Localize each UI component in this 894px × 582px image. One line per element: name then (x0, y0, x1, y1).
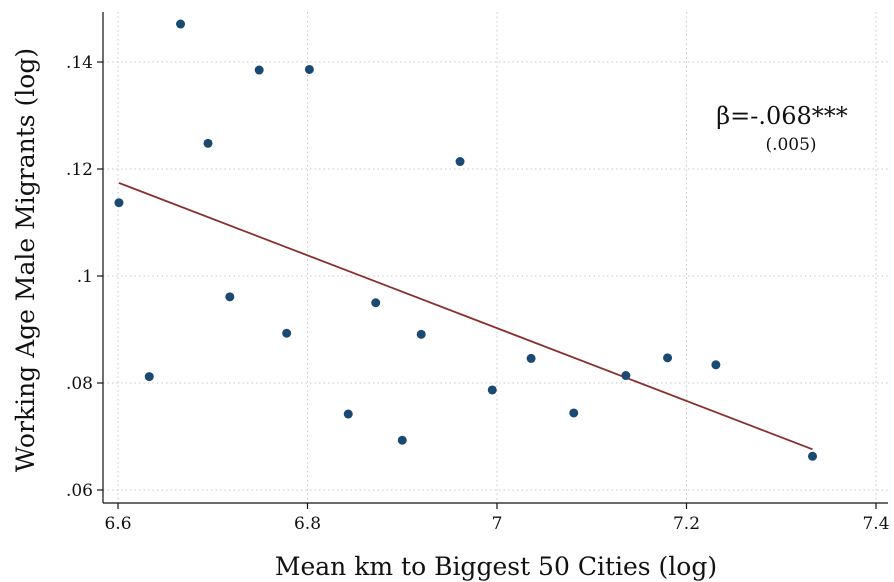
x-tick-label-1: 6.8 (294, 514, 321, 534)
data-point-15 (569, 408, 579, 418)
std-error-annotation: (.005) (765, 135, 816, 155)
data-point-12 (455, 157, 465, 167)
data-point-2 (176, 19, 186, 29)
x-tick-label-2: 7 (492, 514, 503, 534)
data-point-19 (808, 451, 818, 461)
data-point-6 (282, 328, 292, 338)
data-point-16 (621, 371, 631, 381)
y-tick-label-4: .14 (66, 53, 93, 73)
data-point-8 (343, 409, 353, 419)
data-point-0 (114, 198, 124, 208)
y-tick-label-0: .06 (66, 481, 93, 501)
fit-line (118, 182, 813, 451)
y-tick-label-1: .08 (66, 374, 93, 394)
x-tick-label-0: 6.6 (104, 514, 131, 534)
data-point-18 (711, 360, 721, 370)
data-point-11 (416, 329, 426, 339)
data-point-10 (397, 435, 407, 445)
x-axis-ticks: 6.6 6.8 7 7.2 7.4 (104, 503, 890, 534)
data-point-9 (371, 298, 381, 308)
data-point-1 (144, 372, 154, 382)
y-axis-ticks: .06 .08 .1 .12 .14 (66, 53, 103, 501)
data-point-3 (203, 138, 213, 148)
data-point-7 (304, 64, 314, 74)
data-points (114, 19, 818, 461)
x-tick-label-4: 7.4 (862, 514, 889, 534)
axes (102, 12, 888, 504)
data-point-5 (254, 65, 264, 75)
y-tick-label-2: .1 (77, 267, 93, 287)
x-tick-label-3: 7.2 (673, 514, 700, 534)
data-point-17 (663, 353, 673, 363)
data-point-14 (526, 353, 536, 363)
y-tick-label-3: .12 (66, 160, 93, 180)
data-point-4 (225, 292, 235, 302)
data-point-13 (487, 385, 497, 395)
fit-line-group (118, 182, 813, 451)
beta-annotation: β=-.068*** (716, 102, 848, 130)
y-axis-title: Working Age Male Migrants (log) (11, 48, 40, 472)
x-axis-title: Mean km to Biggest 50 Cities (log) (275, 552, 717, 581)
grid-lines (103, 12, 888, 503)
